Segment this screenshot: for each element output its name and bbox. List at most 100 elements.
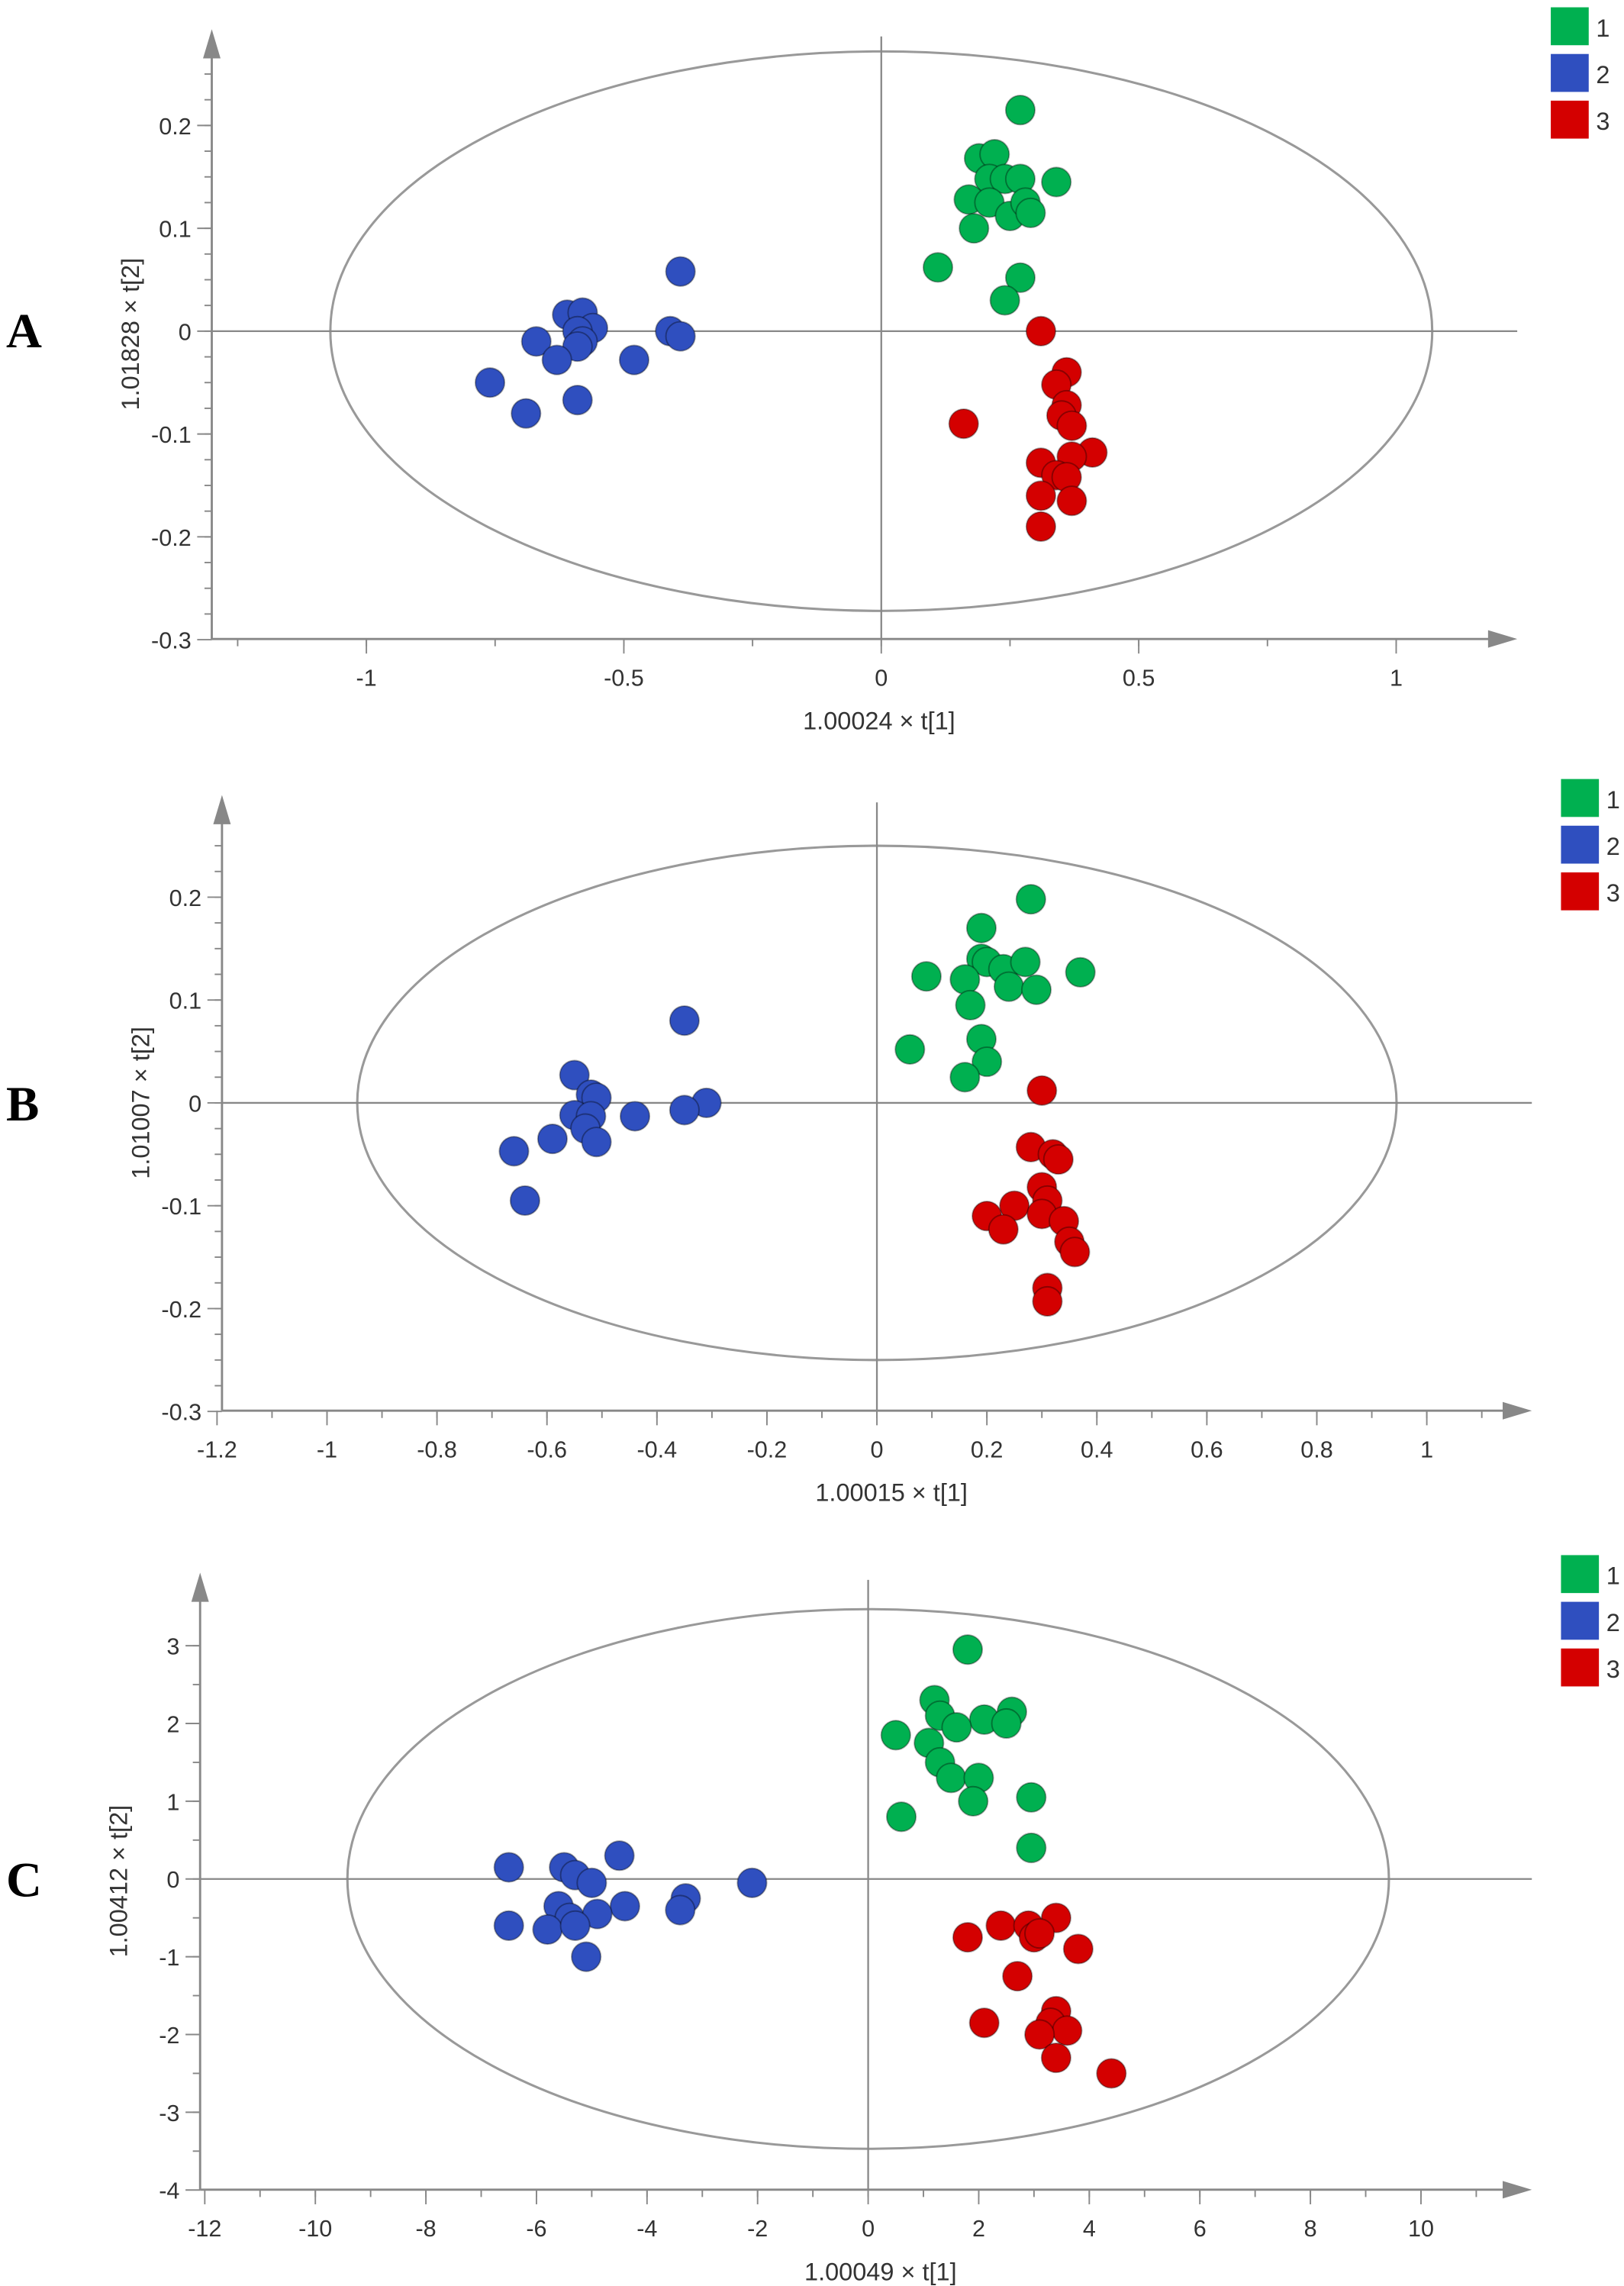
data-point-group-1	[1020, 974, 1052, 1005]
y-tick-label: 2	[166, 1711, 179, 1737]
y-axis-label: 1.01828 × t[2]	[117, 258, 144, 411]
data-point-group-3	[1025, 511, 1057, 542]
x-tick-label: -1	[317, 1436, 337, 1462]
y-axis-label: 1.01007 × t[2]	[127, 1027, 154, 1179]
data-point-group-2	[669, 1005, 700, 1037]
data-point-group-1	[993, 971, 1025, 1002]
x-tick-label: 0.2	[971, 1436, 1004, 1462]
y-tick-label: 0.1	[159, 217, 192, 243]
y-tick-label: -1	[159, 1945, 179, 1971]
data-point-group-1	[949, 1062, 981, 1093]
data-point-group-1	[1065, 956, 1096, 988]
data-point-group-2	[665, 321, 696, 352]
data-point-group-2	[618, 344, 650, 376]
x-tick-label: -4	[636, 2216, 657, 2242]
data-point-group-1	[936, 1762, 967, 1794]
data-point-group-1	[989, 285, 1020, 316]
data-point-group-1	[972, 1046, 1003, 1078]
data-point-group-2	[474, 367, 506, 398]
data-point-group-1	[1016, 1781, 1047, 1813]
data-point-group-3	[1042, 1143, 1074, 1175]
y-tick-label: 0.2	[169, 885, 202, 911]
data-point-group-3	[1025, 480, 1057, 511]
data-point-group-2	[520, 326, 552, 357]
x-tick-label: 8	[1304, 2216, 1317, 2242]
y-tick-label: -3	[159, 2101, 179, 2126]
series-group-2	[498, 1005, 722, 1217]
x-tick-label: 0.6	[1191, 1436, 1223, 1462]
y-tick-label: 1	[166, 1789, 179, 1815]
data-point-group-2	[559, 1059, 590, 1091]
data-point-group-1	[1004, 95, 1036, 126]
data-point-group-2	[604, 1840, 635, 1872]
data-point-group-1	[885, 1801, 917, 1833]
legend-label: 3	[1596, 108, 1610, 135]
data-point-group-1	[922, 252, 954, 283]
y-tick-label: 0	[188, 1091, 201, 1117]
x-tick-label: 1	[1420, 1436, 1433, 1462]
x-tick-label: -0.5	[604, 665, 644, 691]
legend-label: 1	[1606, 786, 1620, 814]
data-point-group-1	[949, 964, 981, 995]
x-tick-label: -0.4	[636, 1436, 677, 1462]
data-point-group-2	[541, 344, 572, 376]
data-point-group-1	[1041, 166, 1072, 198]
y-tick-label: 0.1	[169, 988, 202, 1014]
y-tick-label: -0.1	[161, 1194, 201, 1220]
x-tick-label: 6	[1194, 2216, 1207, 2242]
data-point-group-3	[1002, 1961, 1033, 1992]
data-point-group-1	[991, 1707, 1022, 1739]
y-tick-label: -0.1	[151, 422, 192, 448]
x-tick-label: 0	[875, 665, 888, 691]
data-point-group-2	[493, 1852, 524, 1883]
legend-label: 3	[1606, 879, 1620, 907]
series-group-3	[972, 1075, 1091, 1317]
x-tick-label: -0.8	[417, 1436, 457, 1462]
data-point-group-2	[493, 1910, 524, 1941]
legend-label: 2	[1606, 1609, 1620, 1636]
data-point-group-2	[562, 331, 593, 363]
y-tick-label: -0.3	[151, 628, 192, 654]
legend-label: 1	[1596, 15, 1610, 42]
series-group-3	[952, 1902, 1127, 2089]
series-group-2	[474, 256, 696, 429]
x-tick-label: -1	[356, 665, 376, 691]
panel-letter: C	[6, 1853, 42, 1908]
data-point-group-3	[948, 408, 979, 440]
x-tick-label: -1.2	[197, 1436, 237, 1462]
x-axis-label: 1.00024 × t[1]	[803, 708, 955, 735]
x-tick-label: -2	[747, 2216, 768, 2242]
data-point-group-2	[509, 1185, 540, 1217]
x-tick-label: 0.4	[1081, 1436, 1113, 1462]
panel-letter: A	[6, 304, 42, 359]
x-tick-label: 4	[1083, 2216, 1096, 2242]
y-tick-label: -0.2	[151, 525, 192, 551]
panel-b: B -1.2 -1 -0.8 -0.6 -0.4 -0.2 0 0.2 0.4 0.6 0.8 1 -0.…	[6, 779, 1620, 1507]
y-tick-label: 0	[179, 319, 192, 345]
x-tick-label: -12	[188, 2216, 221, 2242]
data-point-group-3	[1032, 1285, 1063, 1317]
y-tick-label: -4	[159, 2178, 179, 2204]
data-point-group-3	[1096, 2058, 1127, 2089]
x-tick-label: 0	[871, 1436, 884, 1462]
legend-label: 2	[1596, 61, 1610, 89]
data-point-group-2	[571, 1941, 602, 1972]
data-point-group-3	[1025, 315, 1057, 347]
data-point-group-1	[910, 961, 942, 992]
y-tick-label: -0.2	[161, 1297, 201, 1323]
data-point-group-3	[1052, 2015, 1083, 2046]
data-point-group-1	[1010, 946, 1041, 978]
x-axis-arrow-icon	[1487, 630, 1518, 648]
x-tick-label: -8	[415, 2216, 436, 2242]
data-point-group-3	[988, 1214, 1019, 1245]
data-point-group-1	[941, 1712, 972, 1743]
data-point-group-2	[665, 1894, 696, 1926]
y-tick-label: -0.3	[161, 1400, 201, 1426]
x-tick-label: 10	[1408, 2216, 1434, 2242]
data-point-group-1	[955, 989, 986, 1020]
y-axis-label: 1.00412 × t[2]	[105, 1805, 133, 1958]
x-axis-arrow-icon	[1502, 1401, 1532, 1420]
x-axis-label: 1.00015 × t[1]	[815, 1479, 968, 1507]
data-point-group-2	[498, 1136, 530, 1167]
